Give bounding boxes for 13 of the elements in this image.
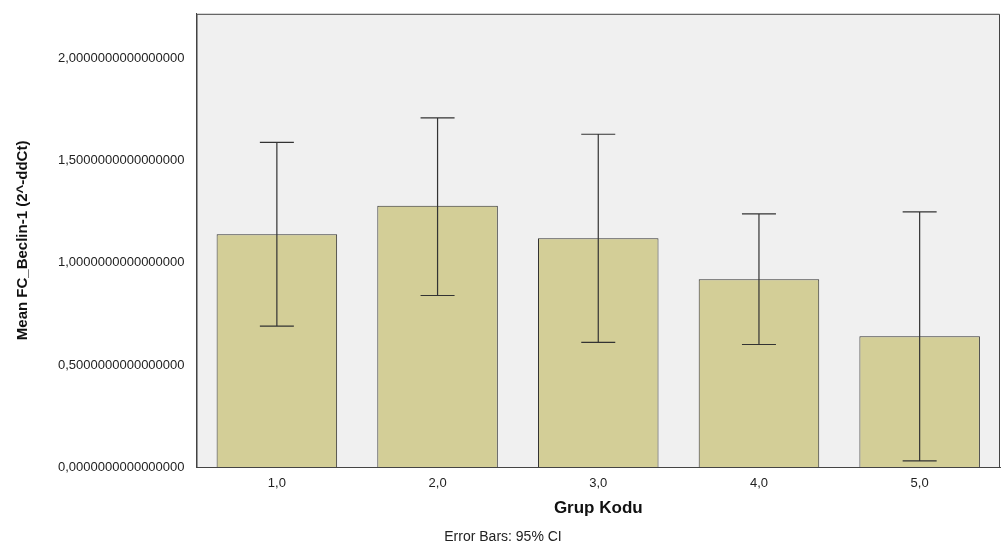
y-tick-label: 2,0000000000000000 xyxy=(57,50,185,66)
text: Error Bars: 95% CI xyxy=(444,527,562,544)
y-tick-label: 1,0000000000000000 xyxy=(57,254,185,270)
y-axis-title: Mean FC_Beclin-1 (2^-ddCt) xyxy=(13,140,31,341)
x-tick-label: 5,0 xyxy=(910,475,929,491)
y-tick-label: 0,5000000000000000 xyxy=(57,356,185,372)
y-tick-label: 0,0000000000000000 xyxy=(57,458,185,474)
x-tick-label: 2,0 xyxy=(428,475,447,491)
x-tick-label: 4,0 xyxy=(749,475,768,491)
y-tick-label: 1,5000000000000000 xyxy=(57,152,185,168)
x-axis-title: Grup Kodu xyxy=(553,498,643,518)
x-tick-label: 3,0 xyxy=(589,475,608,491)
x-tick-label: 1,0 xyxy=(267,475,286,491)
